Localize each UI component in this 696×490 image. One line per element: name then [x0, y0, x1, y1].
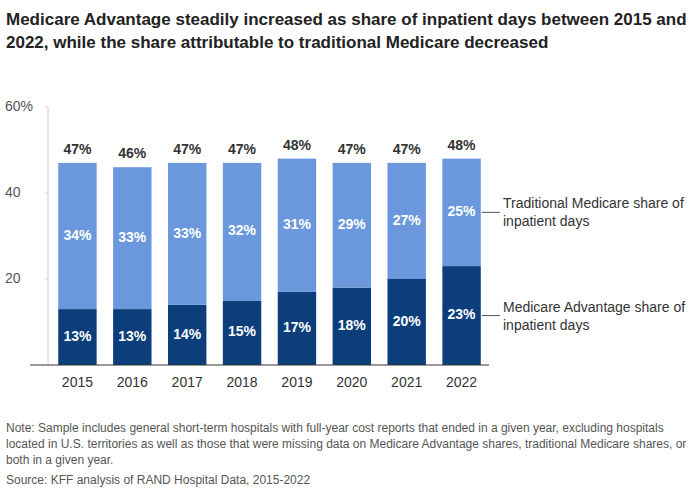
- x-tick-label: 2017: [172, 374, 203, 390]
- data-label: 29%: [338, 216, 367, 232]
- total-label: 46%: [118, 145, 147, 161]
- y-tick-label: 40: [5, 184, 21, 200]
- data-label: 31%: [283, 216, 312, 232]
- y-tick-label: 20: [5, 270, 21, 286]
- bar-segment: [223, 163, 261, 301]
- data-label: 23%: [448, 306, 477, 322]
- total-label: 48%: [283, 137, 312, 153]
- bar-group: [58, 159, 481, 365]
- x-tick-label: 2016: [117, 374, 148, 390]
- data-label: 18%: [338, 317, 367, 333]
- data-label: 13%: [118, 328, 147, 344]
- total-label: 47%: [173, 141, 202, 157]
- baseline: [30, 365, 489, 366]
- data-label: 17%: [283, 319, 312, 335]
- chart-note: Note: Sample includes general short-term…: [6, 420, 692, 468]
- total-label: 47%: [228, 141, 257, 157]
- x-tick-label: 2018: [226, 374, 257, 390]
- y-axis-line: [48, 107, 49, 365]
- bar-segment: [113, 167, 151, 309]
- data-label: 33%: [118, 229, 147, 245]
- y-tick: [45, 107, 48, 108]
- y-tick: [45, 279, 48, 280]
- bar-segment: [168, 163, 206, 305]
- chart-title: Medicare Advantage steadily increased as…: [6, 8, 692, 54]
- bar-segment: [333, 288, 371, 365]
- bar-segment: [387, 279, 425, 365]
- legend-label: Traditional Medicare share of inpatient …: [503, 194, 693, 230]
- legend-leader: [482, 315, 500, 316]
- y-tick-label: 60%: [5, 98, 33, 114]
- bar-segment: [278, 159, 316, 292]
- total-label: 47%: [63, 141, 92, 157]
- bar-segment: [223, 301, 261, 366]
- data-label: 20%: [393, 313, 422, 329]
- bar-segment: [278, 292, 316, 365]
- data-label-group: 13% 13% 14% 15% 17% 18% 20% 23% 34% 33% 33% 32% 31% 2…: [63, 137, 476, 344]
- total-label: 47%: [338, 141, 367, 157]
- bar-segment: [58, 309, 96, 365]
- x-tick-label: 2015: [62, 374, 93, 390]
- bar-segment: [387, 163, 425, 279]
- bar-segment: [442, 159, 480, 267]
- data-label: 14%: [173, 326, 202, 342]
- bar-segment: [333, 163, 371, 288]
- chart-source: Source: KFF analysis of RAND Hospital Da…: [6, 472, 692, 488]
- x-tick-label: 2020: [336, 374, 367, 390]
- x-tick-label: 2021: [391, 374, 422, 390]
- y-tick: [45, 193, 48, 194]
- data-label: 32%: [228, 222, 257, 238]
- data-label: 34%: [63, 227, 92, 243]
- total-label: 48%: [448, 137, 477, 153]
- bar-segment: [113, 309, 151, 365]
- data-label: 27%: [393, 212, 422, 228]
- legend-leader: [482, 212, 500, 213]
- x-tick-label: 2022: [446, 374, 477, 390]
- data-label: 13%: [63, 328, 92, 344]
- data-label: 15%: [228, 323, 257, 339]
- legend-label: Medicare Advantage share of inpatient da…: [503, 298, 693, 334]
- chart-svg: 20 40 60% 13% 13% 14% 15% 17% 18% 20% 23% 34% 33% 33%…: [0, 0, 696, 490]
- bar-segment: [58, 163, 96, 309]
- bar-segment: [442, 266, 480, 365]
- x-tick-label: 2019: [281, 374, 312, 390]
- bar-segment: [168, 305, 206, 365]
- total-label: 47%: [393, 141, 422, 157]
- data-label: 33%: [173, 225, 202, 241]
- data-label: 25%: [448, 203, 477, 219]
